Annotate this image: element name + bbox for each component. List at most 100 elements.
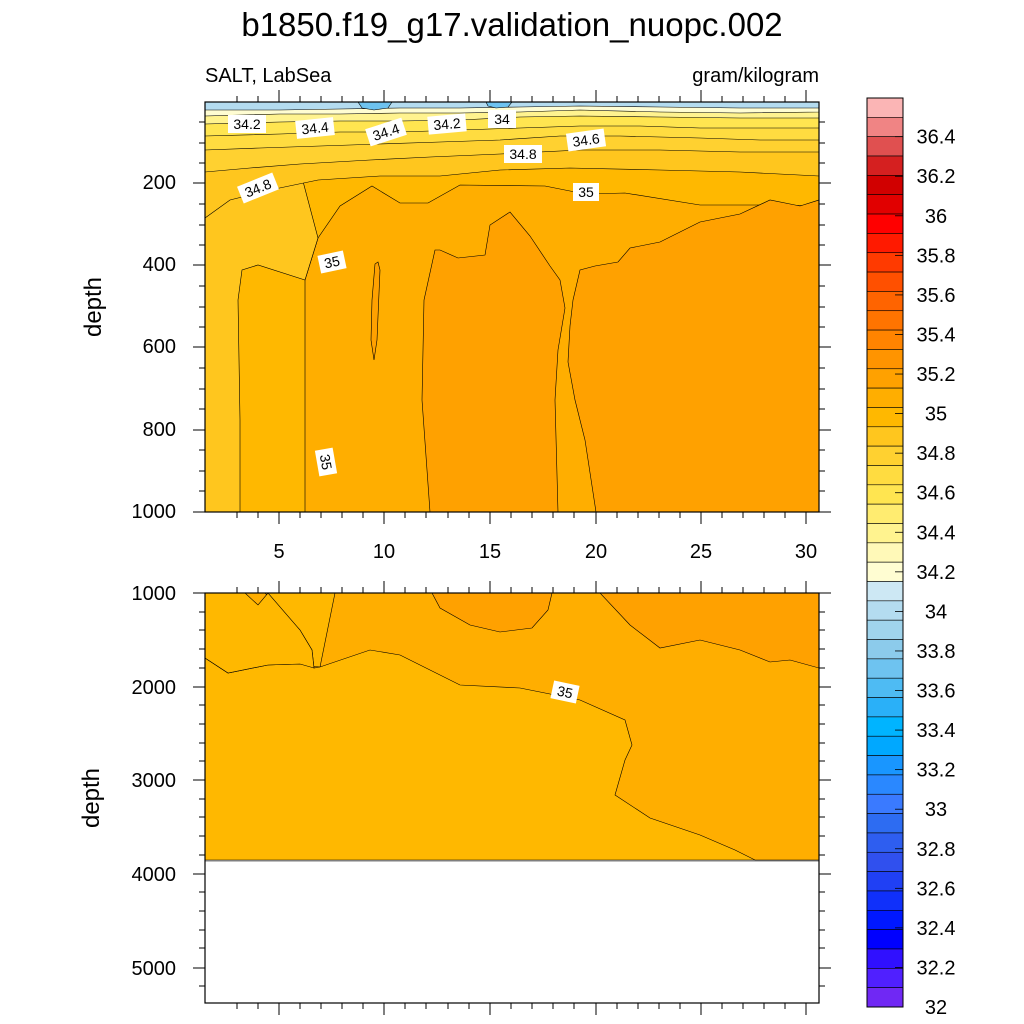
colorbar-label: 34 (925, 601, 947, 623)
colorbar-label: 33.2 (917, 760, 956, 782)
colorbar-box (866, 581, 904, 602)
colorbar-frame (866, 97, 904, 1008)
colorbar-box (866, 233, 904, 254)
colorbar-label: 32.8 (917, 839, 956, 861)
top-contour-label-348a: 34.8 (504, 145, 542, 163)
colorbar-box (866, 465, 904, 486)
colorbar-box (866, 97, 904, 118)
colorbar-box (866, 948, 904, 969)
colorbar-box (866, 890, 904, 911)
svg-text:35: 35 (556, 683, 575, 702)
colorbar-label: 36.2 (917, 166, 956, 188)
x-tick-10: 10 (373, 541, 395, 563)
colorbar-label: 35.4 (917, 325, 956, 347)
colorbar-box (866, 600, 904, 621)
colorbar-box (866, 136, 904, 157)
svg-text:34.4: 34.4 (301, 119, 330, 138)
colorbar-box (866, 310, 904, 331)
variable-label: SALT, LabSea (205, 65, 332, 87)
top-contour-label-348b: 34.8 (237, 172, 279, 204)
bottom-axis-ticks (193, 581, 831, 1015)
colorbar-label: 36 (925, 206, 947, 228)
colorbar-label: 32.2 (917, 957, 956, 979)
colorbar-label: 34.8 (917, 443, 956, 465)
colorbar-box (866, 213, 904, 234)
top-contour-label-344a: 34.4 (295, 117, 335, 139)
colorbar-box (866, 387, 904, 408)
colorbar-box (866, 503, 904, 524)
colorbar-label: 33 (925, 799, 947, 821)
bottom-fill-salty-b (599, 593, 819, 669)
colorbar-label: 34.4 (917, 522, 956, 544)
colorbar-box (866, 755, 904, 776)
colorbar-label: 34.6 (917, 483, 956, 505)
top-y-axis-label: depth (80, 277, 107, 337)
top-panel: 200 400 600 800 1000 5 10 15 20 25 30 de… (80, 90, 831, 563)
colorbar-box (866, 658, 904, 679)
colorbar-box (866, 909, 904, 930)
colorbar-label: 32.6 (917, 878, 956, 900)
svg-text:34.2: 34.2 (233, 116, 260, 132)
colorbar-box (866, 851, 904, 872)
colorbar-box (866, 194, 904, 215)
colorbar-label: 32.4 (917, 918, 956, 940)
colorbar-box (866, 349, 904, 370)
top-fill-salty-core-a (421, 211, 566, 512)
colorbar-box (866, 175, 904, 196)
bottom-panel: 1000 2000 3000 4000 5000 depth 35 (78, 581, 831, 1015)
colorbar-box (866, 793, 904, 814)
bottom-fill-west-pocket (205, 593, 315, 674)
colorbar-box (866, 716, 904, 737)
x-tick-5: 5 (273, 541, 284, 563)
colorbar-box (866, 155, 904, 176)
colorbar-box (866, 697, 904, 718)
top-contour-label-342a: 34.2 (228, 115, 266, 133)
top-axis-ticks (193, 90, 831, 524)
bottom-y-axis-label: depth (78, 768, 105, 828)
top-contour-label-350b: 35 (317, 250, 347, 274)
bottom-contour-fills (205, 593, 819, 1003)
top-contour-label-350a: 35 (573, 183, 599, 201)
top-contour-label-344b: 34.4 (365, 117, 407, 147)
top-y-tick-1000: 1000 (132, 501, 177, 523)
colorbar-label: 32 (925, 997, 947, 1019)
colorbar-label: 35.8 (917, 245, 956, 267)
units-label: gram/kilogram (692, 65, 819, 87)
top-y-tick-800: 800 (143, 419, 176, 441)
chart-title: b1850.f19_g17.validation_nuopc.002 (241, 6, 782, 43)
colorbar-box (866, 677, 904, 698)
colorbar-box (866, 271, 904, 292)
colorbar-label: 33.6 (917, 681, 956, 703)
top-contour-label-346: 34.6 (565, 128, 607, 152)
colorbar-box (866, 329, 904, 350)
bottom-y-tick-5000: 5000 (132, 958, 177, 980)
colorbar-box (866, 813, 904, 834)
colorbar-boxes (866, 97, 904, 1008)
svg-text:35: 35 (317, 453, 335, 471)
bottom-y-tick-1000: 1000 (132, 583, 177, 605)
top-y-tick-200: 200 (143, 172, 176, 194)
svg-text:35: 35 (323, 253, 342, 272)
colorbar-label: 33.4 (917, 720, 956, 742)
svg-text:34.8: 34.8 (509, 146, 536, 162)
bottom-contour-label-350: 35 (550, 680, 580, 704)
colorbar-box (866, 774, 904, 795)
colorbar-box (866, 426, 904, 447)
top-contour-label-340: 34 (488, 110, 516, 128)
x-tick-30: 30 (795, 541, 817, 563)
colorbar-box (866, 445, 904, 466)
svg-text:34.6: 34.6 (571, 130, 600, 150)
colorbar-label: 35.6 (917, 285, 956, 307)
colorbar-box (866, 619, 904, 640)
bottom-y-tick-3000: 3000 (132, 770, 177, 792)
colorbar-labels: 36.4 36.2 36 35.8 35.6 35.4 35.2 35 34.8 34.6 34.4… (895, 127, 955, 1019)
top-contour-label-350c: 35 (314, 447, 338, 477)
bottom-y-tick-4000: 4000 (132, 864, 177, 886)
colorbar-label: 35 (925, 404, 947, 426)
top-contour-fills (205, 102, 819, 512)
colorbar-box (866, 735, 904, 756)
colorbar-label: 33.8 (917, 641, 956, 663)
bottom-seafloor-mask (205, 861, 819, 1003)
colorbar-box (866, 368, 904, 389)
